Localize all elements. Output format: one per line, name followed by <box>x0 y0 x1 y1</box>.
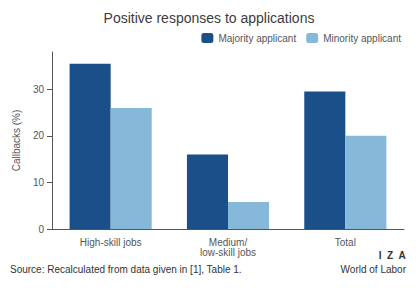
svg-text:low-skill jobs: low-skill jobs <box>200 247 256 258</box>
svg-text:0: 0 <box>38 224 44 235</box>
svg-text:10: 10 <box>33 177 45 188</box>
svg-text:Positive responses to applicat: Positive responses to applications <box>104 10 315 26</box>
svg-text:Total: Total <box>335 237 356 248</box>
svg-text:Callbacks (%): Callbacks (%) <box>11 110 22 172</box>
svg-text:High-skill jobs: High-skill jobs <box>80 237 142 248</box>
svg-text:Minority applicant: Minority applicant <box>323 33 401 44</box>
svg-text:Source: Recalculated from data: Source: Recalculated from data given in … <box>10 264 242 275</box>
svg-text:Medium/: Medium/ <box>208 236 248 248</box>
svg-text:20: 20 <box>33 130 45 141</box>
svg-text:30: 30 <box>33 84 45 95</box>
svg-text:World of Labor: World of Labor <box>341 264 407 275</box>
svg-text:I Z A: I Z A <box>379 250 406 261</box>
svg-text:Majority applicant: Majority applicant <box>218 33 296 44</box>
